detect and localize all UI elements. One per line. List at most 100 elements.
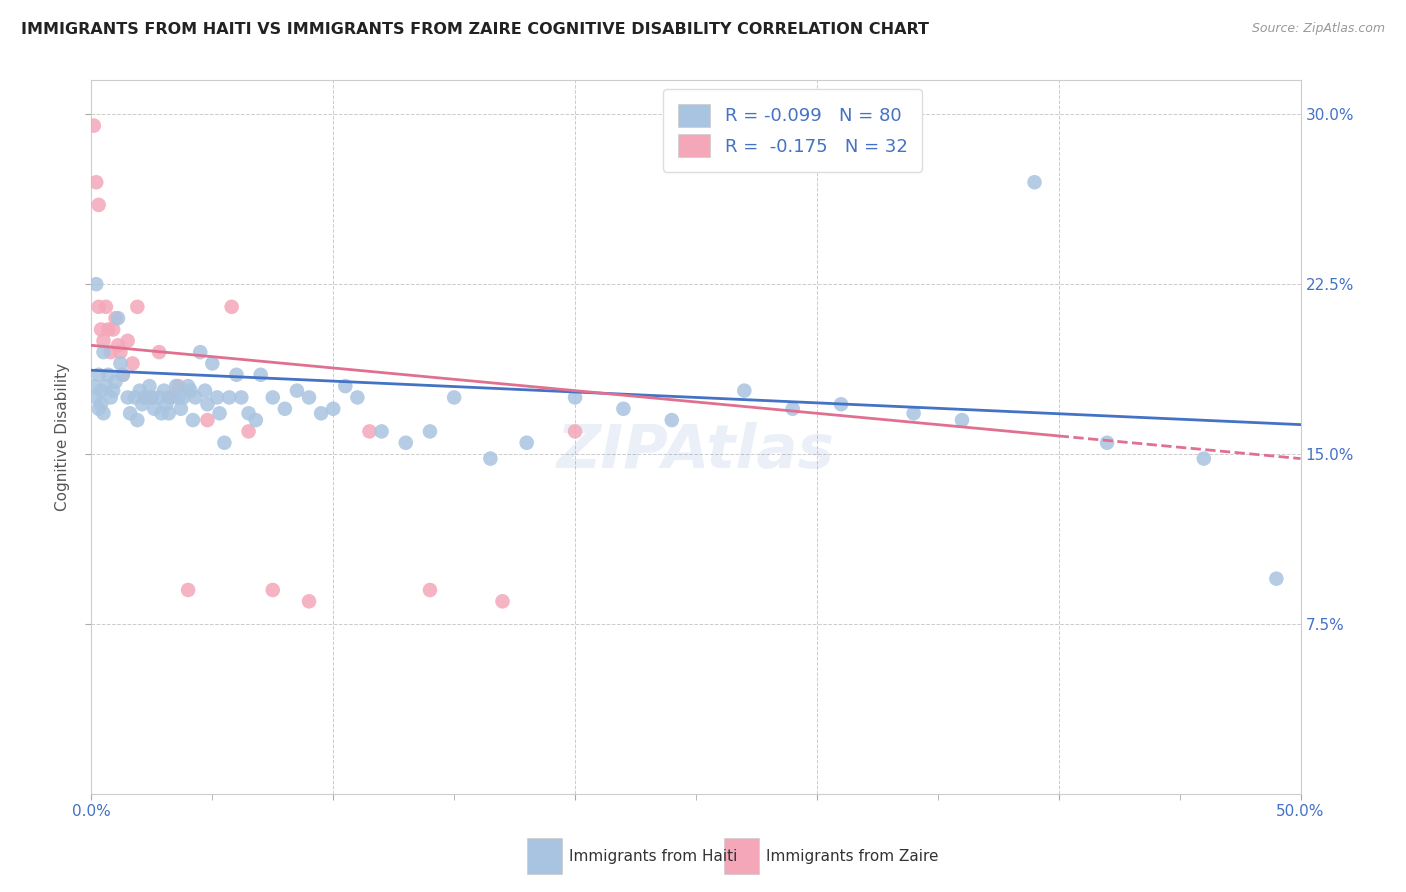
Point xyxy=(120,406,142,420)
Point xyxy=(128,384,150,398)
Point xyxy=(419,582,441,597)
Text: Immigrants from Haiti: Immigrants from Haiti xyxy=(569,849,738,863)
Point xyxy=(110,356,132,370)
Point xyxy=(83,119,105,133)
Point xyxy=(285,384,308,398)
Point xyxy=(830,397,852,411)
Point xyxy=(94,300,117,314)
Point xyxy=(121,356,143,370)
Point xyxy=(93,345,115,359)
Point xyxy=(157,406,180,420)
Point xyxy=(124,391,146,405)
Point xyxy=(612,401,634,416)
Y-axis label: Cognitive Disability: Cognitive Disability xyxy=(55,363,70,511)
Point xyxy=(90,322,112,336)
Point xyxy=(201,356,224,370)
Point xyxy=(262,391,284,405)
Point xyxy=(90,397,112,411)
Point xyxy=(101,384,124,398)
Point xyxy=(172,391,194,405)
Point xyxy=(1024,175,1046,189)
Point xyxy=(83,379,105,393)
Point xyxy=(249,368,271,382)
Point xyxy=(167,391,190,405)
Point xyxy=(148,345,170,359)
Point xyxy=(197,397,219,411)
Point xyxy=(111,368,134,382)
Point xyxy=(134,391,156,405)
Point xyxy=(184,391,207,405)
Point xyxy=(141,391,163,405)
Point xyxy=(87,300,110,314)
Point xyxy=(197,413,219,427)
Point xyxy=(395,435,418,450)
Point xyxy=(138,379,160,393)
Point xyxy=(950,413,973,427)
Point xyxy=(97,322,120,336)
Point xyxy=(110,345,132,359)
Point xyxy=(167,379,190,393)
Point xyxy=(516,435,538,450)
Point xyxy=(155,397,177,411)
Point xyxy=(90,384,112,398)
Point xyxy=(733,384,755,398)
Point xyxy=(479,451,502,466)
Legend: R = -0.099   N = 80, R =  -0.175   N = 32: R = -0.099 N = 80, R = -0.175 N = 32 xyxy=(664,89,922,172)
Point xyxy=(143,401,166,416)
Point xyxy=(298,594,321,608)
Point xyxy=(93,406,115,420)
Point xyxy=(131,397,153,411)
Point xyxy=(104,375,127,389)
Point xyxy=(177,582,200,597)
Point xyxy=(419,425,441,439)
Point xyxy=(94,379,117,393)
Point xyxy=(782,401,804,416)
Point xyxy=(335,379,357,393)
Point xyxy=(107,311,129,326)
Point xyxy=(100,391,122,405)
Point xyxy=(370,425,392,439)
Point xyxy=(134,391,156,405)
Point xyxy=(274,401,297,416)
Point xyxy=(564,391,586,405)
Point xyxy=(104,311,127,326)
Point xyxy=(87,401,110,416)
Point xyxy=(225,368,247,382)
Text: IMMIGRANTS FROM HAITI VS IMMIGRANTS FROM ZAIRE COGNITIVE DISABILITY CORRELATION : IMMIGRANTS FROM HAITI VS IMMIGRANTS FROM… xyxy=(21,22,929,37)
Text: ZIPAtlas: ZIPAtlas xyxy=(557,422,835,481)
Point xyxy=(100,345,122,359)
Point xyxy=(231,391,253,405)
Point xyxy=(97,368,120,382)
Point xyxy=(87,198,110,212)
Point xyxy=(238,425,260,439)
Point xyxy=(564,425,586,439)
Point xyxy=(188,345,211,359)
Point xyxy=(245,413,267,427)
Point xyxy=(208,406,231,420)
Point xyxy=(214,435,236,450)
Point xyxy=(1265,572,1288,586)
Point xyxy=(661,413,683,427)
Point xyxy=(84,391,107,405)
Point xyxy=(194,384,217,398)
Point xyxy=(177,379,200,393)
Point xyxy=(141,391,163,405)
Point xyxy=(107,338,129,352)
Point xyxy=(127,300,149,314)
Point xyxy=(84,175,107,189)
Point xyxy=(111,368,134,382)
Point xyxy=(181,413,204,427)
Point xyxy=(180,384,202,398)
Point xyxy=(150,406,173,420)
Text: Immigrants from Zaire: Immigrants from Zaire xyxy=(766,849,939,863)
Point xyxy=(93,334,115,348)
Point xyxy=(443,391,465,405)
Point xyxy=(322,401,344,416)
Point xyxy=(346,391,368,405)
Point xyxy=(205,391,228,405)
Point xyxy=(491,594,513,608)
Point xyxy=(117,334,139,348)
Point xyxy=(165,379,187,393)
Point xyxy=(160,391,183,405)
Point xyxy=(101,322,124,336)
